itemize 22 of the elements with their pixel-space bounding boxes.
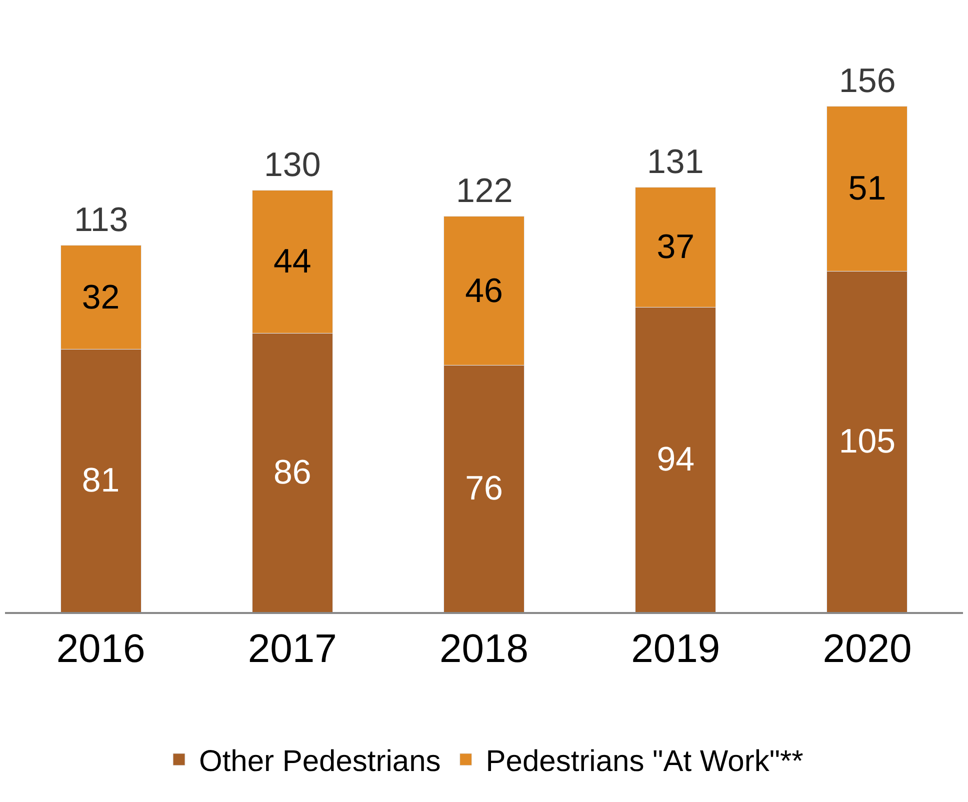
x-tick-label: 2017 bbox=[248, 627, 337, 671]
data-label: 32 bbox=[82, 278, 120, 316]
x-tick-label: 2020 bbox=[822, 627, 912, 671]
total-label: 130 bbox=[264, 146, 321, 184]
x-tick-label: 2019 bbox=[631, 627, 720, 671]
legend-label: Pedestrians "At Work"** bbox=[486, 745, 804, 778]
data-label: 44 bbox=[273, 242, 312, 281]
data-label: 76 bbox=[465, 470, 503, 508]
x-tick-label: 2018 bbox=[440, 627, 528, 671]
legend-label: Other Pedestrians bbox=[199, 745, 441, 778]
data-label: 81 bbox=[82, 462, 120, 500]
data-label: 51 bbox=[848, 170, 886, 208]
data-label: 46 bbox=[465, 272, 503, 310]
total-label: 131 bbox=[647, 143, 704, 181]
data-label: 94 bbox=[656, 440, 695, 479]
total-label: 122 bbox=[456, 172, 513, 210]
total-label: 156 bbox=[839, 62, 896, 100]
data-label: 105 bbox=[838, 422, 896, 461]
total-label: 113 bbox=[74, 201, 128, 239]
x-tick-label: 2016 bbox=[56, 627, 146, 671]
data-label: 86 bbox=[273, 454, 312, 492]
data-label: 37 bbox=[656, 228, 695, 266]
